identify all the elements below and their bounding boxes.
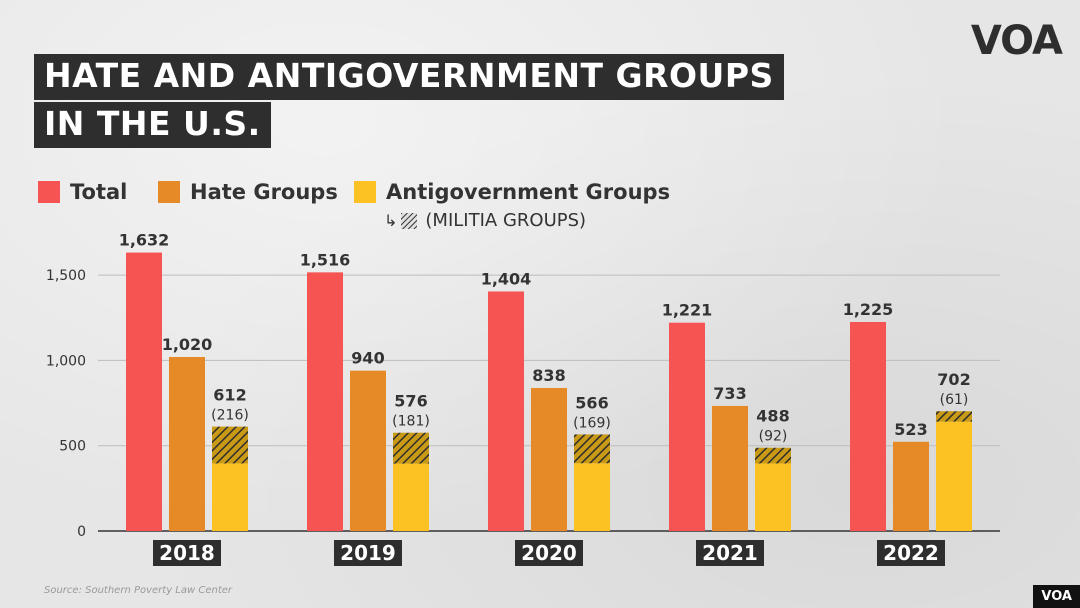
- title-line-2: in the U.S.: [34, 102, 271, 148]
- data-label-hate-groups: 1,020: [162, 335, 213, 354]
- data-label-total: 1,404: [481, 269, 532, 288]
- bar-militia-groups: [212, 426, 248, 464]
- bar-hate-groups: [169, 356, 205, 531]
- data-label-militia-groups: (61): [940, 392, 969, 408]
- data-label-total: 1,632: [119, 231, 170, 250]
- y-tick-label: 0: [77, 524, 86, 540]
- source-note: Source: Southern Poverty Law Center: [44, 585, 233, 596]
- legend-swatch-antigov: [354, 181, 376, 203]
- corner-arrow-icon: ↳: [384, 211, 398, 230]
- data-labels: 1,632 1,020 612 (216) 1,516 940 576 (181) 1,404 8…: [119, 231, 971, 445]
- x-axis-labels: 2018 2019 2020 2021 2022: [153, 540, 945, 566]
- data-label-antigovernment-groups: 702: [937, 370, 970, 389]
- data-label-militia-groups: (216): [211, 408, 249, 424]
- data-label-total: 1,225: [843, 300, 894, 319]
- voa-logo: VOA: [970, 18, 1063, 64]
- bar-militia-groups: [936, 411, 972, 422]
- legend-swatch-total: [38, 181, 60, 203]
- x-tick-label-bg: [696, 540, 764, 566]
- y-tick-label: 500: [59, 439, 86, 455]
- title-line-1: Hate and Antigovernment Groups: [34, 54, 784, 100]
- x-tick-label: 2022: [883, 541, 939, 565]
- bar-total: [307, 272, 343, 531]
- x-tick-label-bg: [153, 540, 221, 566]
- legend-item-hate: Hate Groups: [158, 180, 338, 204]
- data-label-antigovernment-groups: 488: [756, 407, 789, 426]
- legend-item-militia: ↳ (MILITIA GROUPS): [384, 210, 586, 231]
- x-tick-label: 2018: [159, 541, 215, 565]
- bar-total: [488, 291, 524, 531]
- bar-antigovernment-groups: [574, 463, 610, 531]
- x-tick-label: 2021: [702, 541, 758, 565]
- bar-hate-groups: [350, 370, 386, 531]
- bars: [126, 252, 972, 531]
- x-tick-label-bg: [334, 540, 402, 566]
- data-label-militia-groups: (92): [759, 429, 788, 445]
- bar-militia-groups: [393, 432, 429, 464]
- data-label-hate-groups: 733: [713, 384, 746, 403]
- bar-antigovernment-groups: [755, 463, 791, 531]
- bar-militia-groups: [574, 434, 610, 464]
- bar-antigovernment-groups: [393, 463, 429, 531]
- data-label-total: 1,516: [300, 250, 351, 269]
- legend-swatch-hate: [158, 181, 180, 203]
- bar-total: [850, 322, 886, 531]
- x-tick-label-bg: [515, 540, 583, 566]
- y-tick-label: 1,500: [46, 268, 86, 284]
- legend-label-antigov: Antigovernment Groups: [386, 180, 671, 204]
- data-label-antigovernment-groups: 566: [575, 393, 608, 412]
- x-tick-label: 2020: [521, 541, 577, 565]
- data-label-hate-groups: 838: [532, 366, 565, 385]
- bar-hate-groups: [893, 441, 929, 531]
- bar-hate-groups: [531, 388, 567, 531]
- legend-item-antigov: Antigovernment Groups: [354, 180, 670, 204]
- voa-badge: VOA: [1033, 585, 1080, 608]
- x-tick-label: 2019: [340, 541, 396, 565]
- data-label-militia-groups: (181): [392, 414, 430, 430]
- legend-label-total: Total: [70, 180, 128, 204]
- bar-militia-groups: [755, 447, 791, 464]
- bar-total: [669, 322, 705, 531]
- data-label-hate-groups: 940: [351, 349, 384, 368]
- y-axis: 0 500 1,000 1,500: [46, 268, 86, 540]
- bar-total: [126, 252, 162, 531]
- legend-swatch-militia: [401, 212, 418, 229]
- bar-hate-groups: [712, 405, 748, 531]
- legend-item-total: Total: [38, 180, 127, 204]
- data-label-antigovernment-groups: 612: [213, 386, 246, 405]
- legend-label-militia: (MILITIA GROUPS): [425, 210, 587, 231]
- legend-label-hate: Hate Groups: [190, 180, 338, 204]
- bar-antigovernment-groups: [936, 421, 972, 531]
- data-label-hate-groups: 523: [894, 420, 927, 439]
- y-tick-label: 1,000: [46, 353, 86, 369]
- data-label-antigovernment-groups: 576: [394, 392, 427, 411]
- x-tick-label-bg: [877, 540, 945, 566]
- data-label-militia-groups: (169): [573, 415, 611, 431]
- bar-antigovernment-groups: [212, 463, 248, 531]
- data-label-total: 1,221: [662, 301, 713, 320]
